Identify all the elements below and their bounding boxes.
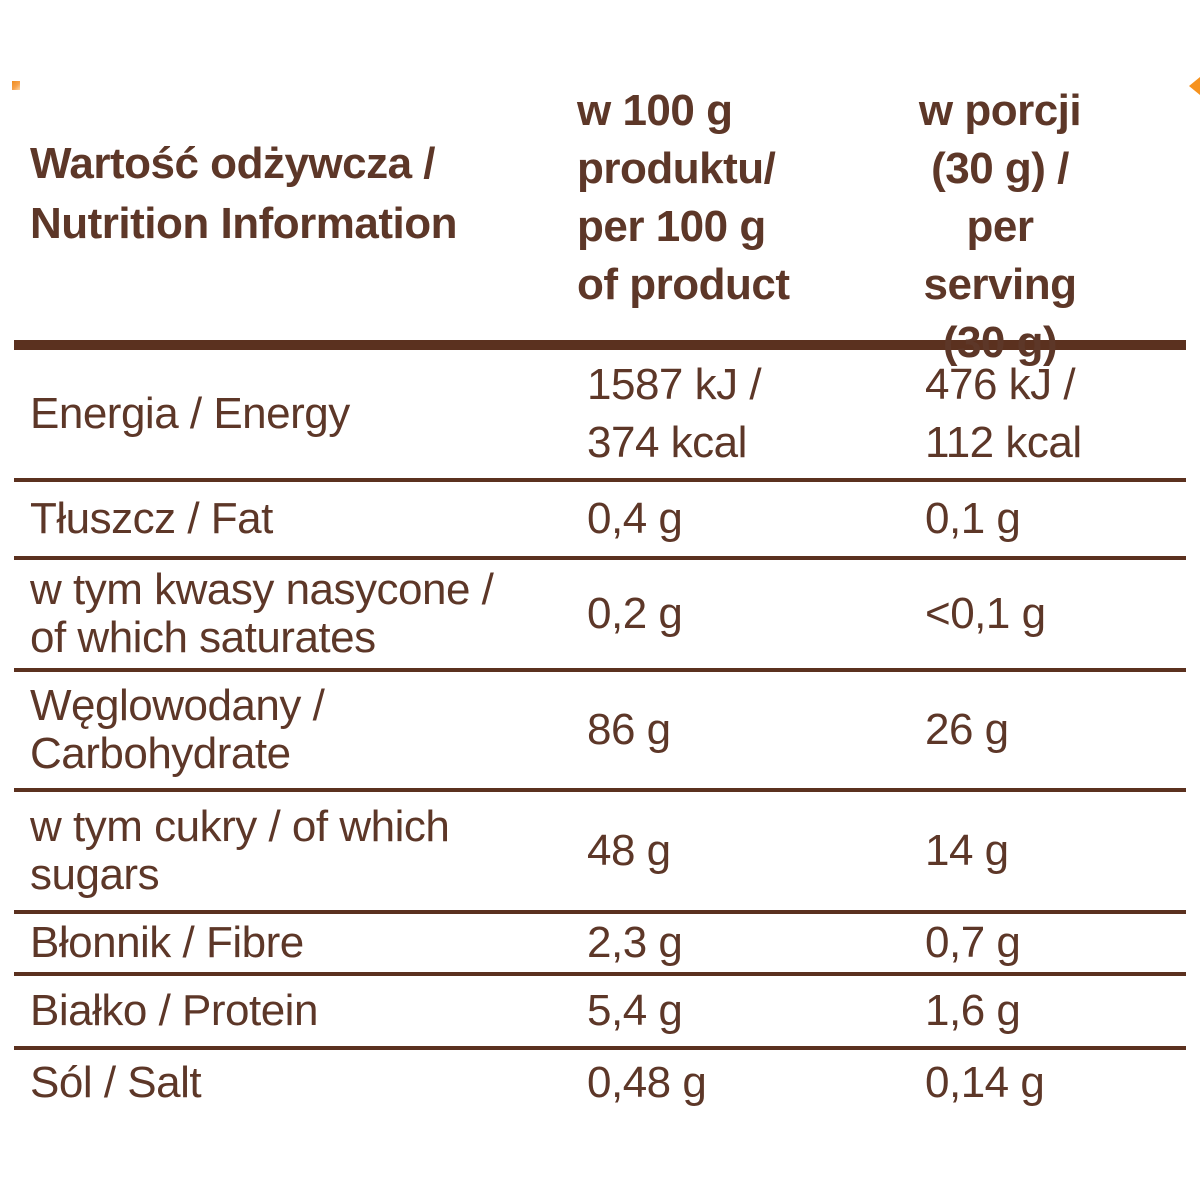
table-row-sugars: w tym cukry / of which sugars 48 g 14 g	[14, 792, 1186, 914]
row-label: Sól / Salt	[30, 1057, 202, 1107]
column-header-per-100g: w 100 g produktu/ per 100 g of product	[577, 86, 790, 309]
value-per-100g: 0,48 g	[587, 1057, 707, 1107]
column-header-per-serving: w porcji (30 g) / per serving (30 g)	[918, 86, 1082, 367]
table-row-saturates: w tym kwasy nasycone / of which saturate…	[14, 560, 1186, 672]
value-per-100g: 0,4 g	[587, 494, 683, 543]
value-per-serving: 26 g	[925, 705, 1009, 754]
table-row-fibre: Błonnik / Fibre 2,3 g 0,7 g	[14, 914, 1186, 976]
table-row-salt: Sól / Salt 0,48 g 0,14 g	[14, 1050, 1186, 1115]
value-per-100g: 2,3 g	[587, 918, 683, 967]
value-per-serving: 0,1 g	[925, 494, 1021, 543]
table-title: Wartość odżywcza / Nutrition Information	[30, 139, 458, 248]
row-label: Węglowodany / Carbohydrate	[30, 681, 325, 778]
value-per-100g: 48 g	[587, 826, 671, 875]
value-per-100g: 5,4 g	[587, 986, 683, 1035]
value-per-serving: 476 kJ / 112 kcal	[925, 360, 1082, 467]
row-label: Białko / Protein	[30, 986, 318, 1035]
value-per-100g: 86 g	[587, 705, 671, 754]
value-per-serving: <0,1 g	[925, 589, 1046, 638]
table-header-row: Wartość odżywcza / Nutrition Information…	[14, 0, 1186, 367]
value-per-serving: 1,6 g	[925, 986, 1021, 1035]
value-per-serving: 0,7 g	[925, 918, 1021, 967]
table-row-fat: Tłuszcz / Fat 0,4 g 0,1 g	[14, 482, 1186, 560]
row-label: Błonnik / Fibre	[30, 918, 304, 967]
row-label: Energia / Energy	[30, 389, 350, 438]
row-label: w tym kwasy nasycone / of which saturate…	[30, 565, 494, 662]
table-row-energy: Energia / Energy 1587 kJ / 374 kcal 476 …	[14, 350, 1186, 482]
value-per-serving: 0,14 g	[925, 1057, 1045, 1107]
table-row-protein: Białko / Protein 5,4 g 1,6 g	[14, 976, 1186, 1050]
orange-print-artifact-right	[1189, 77, 1200, 95]
nutrition-table: Wartość odżywcza / Nutrition Information…	[14, 0, 1186, 1115]
row-label: Tłuszcz / Fat	[30, 494, 273, 543]
value-per-100g: 0,2 g	[587, 589, 683, 638]
value-per-serving: 14 g	[925, 826, 1009, 875]
value-per-100g: 1587 kJ / 374 kcal	[587, 360, 762, 467]
orange-print-artifact-left	[12, 81, 20, 90]
table-row-carbohydrate: Węglowodany / Carbohydrate 86 g 26 g	[14, 672, 1186, 792]
row-label: w tym cukry / of which sugars	[30, 802, 450, 899]
